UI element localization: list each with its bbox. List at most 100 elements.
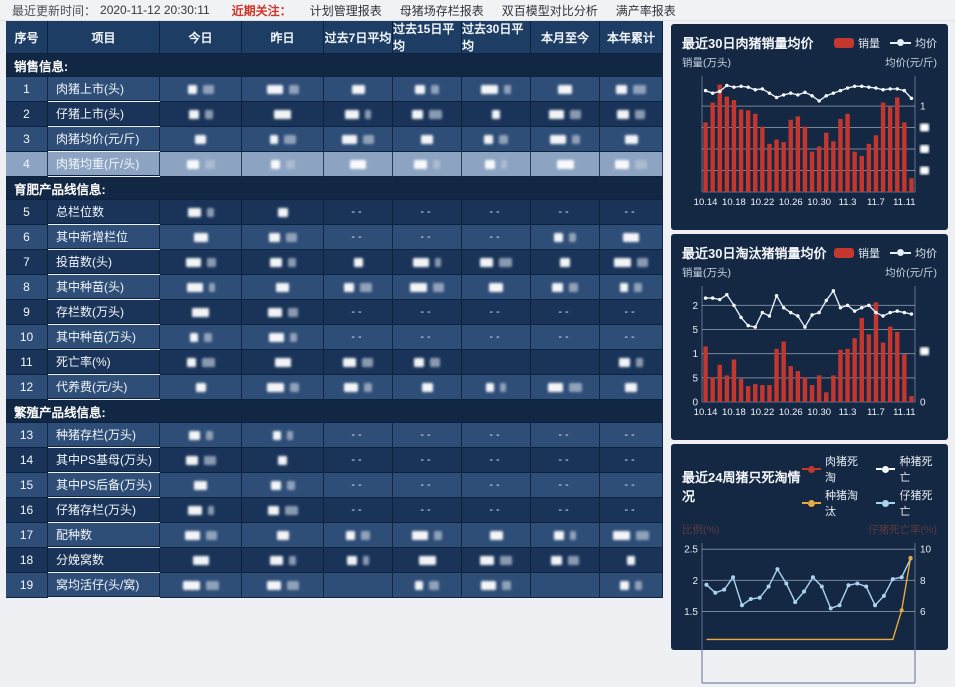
table-row[interactable]: 8 其中种苗(头)	[6, 275, 663, 300]
bar	[788, 366, 793, 402]
cell-empty-dash: --	[600, 473, 663, 498]
avg-price-line	[705, 84, 912, 102]
cell-empty-dash: --	[324, 473, 393, 498]
line-point	[888, 87, 892, 91]
section-header: 销售信息:	[6, 54, 663, 77]
cell-redacted	[393, 127, 462, 152]
cell-empty-dash: --	[462, 300, 531, 325]
legend-item[interactable]: 均价	[890, 245, 937, 261]
legend-item[interactable]: 均价	[890, 35, 937, 51]
updated-time-value: 2020-11-12 20:30:11	[100, 3, 210, 17]
row-label: 总栏位数	[48, 200, 160, 224]
table-row[interactable]: 11 死亡率(%)	[6, 350, 663, 375]
cell-empty-dash: --	[531, 200, 600, 225]
bar	[717, 84, 722, 192]
cell-redacted	[462, 523, 531, 548]
table-row[interactable]: 18 分娩窝数	[6, 548, 663, 573]
bar	[774, 139, 779, 192]
table-row[interactable]: 9 存栏数(万头) -- -- -- -- --	[6, 300, 663, 325]
table-row[interactable]: 15 其中PS后备(万头) -- -- -- -- --	[6, 473, 663, 498]
row-number: 15	[6, 473, 48, 498]
line-point	[739, 603, 744, 608]
legend-item[interactable]: 销量	[834, 35, 880, 51]
table-row[interactable]: 12 代养费(元/头)	[6, 375, 663, 400]
table-row[interactable]: 14 其中PS基母(万头) -- -- -- -- --	[6, 448, 663, 473]
cell-empty-dash: --	[600, 300, 663, 325]
line-point	[760, 310, 765, 315]
bar-swatch-icon	[834, 247, 854, 258]
row-label: 种猪存栏(万头)	[48, 423, 160, 447]
bar	[909, 178, 914, 192]
cell-redacted	[531, 225, 600, 250]
table-row[interactable]: 1 肉猪上市(头)	[6, 77, 663, 102]
line-swatch-icon	[890, 249, 911, 256]
line-point	[874, 86, 878, 90]
cell-redacted	[531, 275, 600, 300]
row-number: 17	[6, 523, 48, 548]
cell-empty-dash: --	[531, 473, 600, 498]
cell-redacted	[600, 102, 663, 127]
bar	[852, 151, 857, 192]
legend-item[interactable]: 销量	[834, 245, 880, 261]
dot-swatch-icon	[801, 465, 821, 473]
cell-redacted	[393, 350, 462, 375]
report-link-3[interactable]: 双百模型对比分析	[501, 3, 598, 18]
cell-redacted	[160, 498, 242, 523]
chart-legend: 销量 均价	[834, 35, 937, 51]
table-row[interactable]: 6 其中新增栏位 -- -- --	[6, 225, 663, 250]
table-row[interactable]: 3 肉猪均价(元/斤)	[6, 127, 663, 152]
line-point	[703, 88, 708, 93]
legend-item[interactable]: 仔猪死亡	[876, 487, 937, 519]
report-link-4[interactable]: 满产率报表	[615, 3, 676, 18]
report-link-2[interactable]: 母猪场存栏报表	[399, 3, 484, 18]
legend-item[interactable]: 肉猪死淘	[801, 453, 863, 485]
table-row[interactable]: 16 仔猪存栏(万头) -- -- -- -- --	[6, 498, 663, 523]
table-row[interactable]: 19 窝均活仔(头/窝)	[6, 573, 663, 598]
bar	[895, 97, 900, 192]
line-point	[899, 608, 904, 613]
line-point	[909, 312, 914, 316]
line-point	[810, 313, 814, 317]
table-row[interactable]: 5 总栏位数 -- -- -- -- --	[6, 200, 663, 225]
table-row[interactable]: 10 其中种苗(万头) -- -- -- -- --	[6, 325, 663, 350]
line-point	[774, 293, 779, 298]
line-point	[767, 91, 772, 95]
cell-redacted	[160, 250, 242, 275]
table-row[interactable]: 13 种猪存栏(万头) -- -- -- -- --	[6, 423, 663, 448]
y-axis-tick: 0	[920, 398, 926, 409]
legend-item[interactable]: 种猪淘汰	[801, 487, 863, 519]
x-axis-tick: 10.14	[694, 407, 718, 418]
line-point	[860, 84, 864, 89]
cell-redacted	[160, 325, 242, 350]
row-number: 14	[6, 448, 48, 473]
bar	[781, 142, 786, 192]
line-point	[817, 310, 821, 315]
column-header: 过去7日平均	[324, 21, 393, 54]
x-axis-tick: 10.26	[779, 197, 803, 208]
cell-redacted	[160, 275, 242, 300]
chart-title: 最近30日肉猪销量均价	[682, 36, 814, 51]
legend-item[interactable]: 种猪死亡	[876, 453, 937, 485]
line-point	[760, 87, 765, 91]
cell-redacted	[242, 448, 324, 473]
kpi-table: 序号 项目 今日 昨日 过去7日平均 过去15日平均 过去30日平均 本月至今 本年累计 销售信息…	[6, 21, 663, 598]
bar	[887, 106, 893, 192]
row-label: 肉猪均重(斤/头)	[48, 152, 160, 176]
cell-redacted	[462, 375, 531, 400]
cell-redacted	[242, 127, 324, 152]
table-row[interactable]: 17 配种数	[6, 523, 663, 548]
x-axis-tick: 10.30	[807, 407, 831, 418]
line-point	[860, 306, 864, 310]
line-point	[710, 91, 715, 95]
bar	[838, 118, 843, 192]
bar	[774, 348, 779, 402]
line-point	[725, 293, 729, 297]
column-header: 本年累计	[600, 21, 663, 54]
cell-redacted	[531, 102, 600, 127]
report-link-1[interactable]: 计划管理报表	[309, 3, 382, 18]
line-point	[845, 86, 850, 90]
cell-empty-dash: --	[462, 498, 531, 523]
table-row[interactable]: 2 仔猪上市(头)	[6, 102, 663, 127]
table-row-selected[interactable]: 4 肉猪均重(斤/头)	[6, 152, 663, 177]
table-row[interactable]: 7 投苗数(头)	[6, 250, 663, 275]
